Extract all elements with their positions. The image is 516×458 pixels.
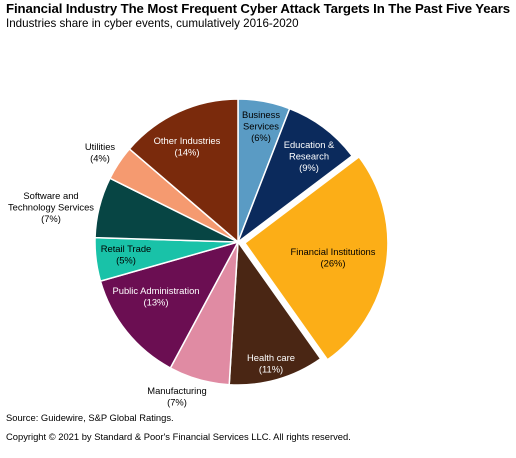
chart-title: Financial Industry The Most Frequent Cyb… (6, 1, 511, 16)
pie-slice-public-administration (99, 240, 240, 370)
slice-label-business-services: Business Services (6%) (242, 109, 280, 143)
slice-label-education-research: Education & Research (9%) (284, 139, 335, 173)
source-note: Source: Guidewire, S&P Global Ratings. (6, 412, 174, 423)
slice-label-utilities: Utilities (4%) (85, 141, 116, 164)
slice-label-public-administration: Public Administration (13%) (112, 285, 199, 308)
pie-slice-financial-institutions (243, 155, 389, 361)
slice-label-software-and-technology-services: Software and Technology Services (7%) (8, 190, 94, 224)
copyright-note: Copyright © 2021 by Standard & Poor's Fi… (6, 431, 351, 442)
chart-subtitle: Industries share in cyber events, cumula… (6, 17, 299, 30)
slice-label-financial-institutions: Financial Institutions (26%) (291, 246, 376, 269)
slice-label-other-industries: Other Industries (14%) (154, 135, 221, 158)
slice-labels: Business Services (6%)Education & Research(… (8, 109, 376, 407)
pie-slices (94, 98, 389, 386)
slice-label-health-care: Health care (11%) (247, 352, 295, 375)
pie-slice-health-care (228, 239, 322, 386)
pie-slice-other-industries (128, 98, 239, 244)
pie-slice-education-research (236, 107, 354, 245)
slice-label-manufacturing: Manufacturing (7%) (147, 385, 206, 408)
slice-label-retail-trade: Retail Trade (5%) (101, 243, 152, 266)
